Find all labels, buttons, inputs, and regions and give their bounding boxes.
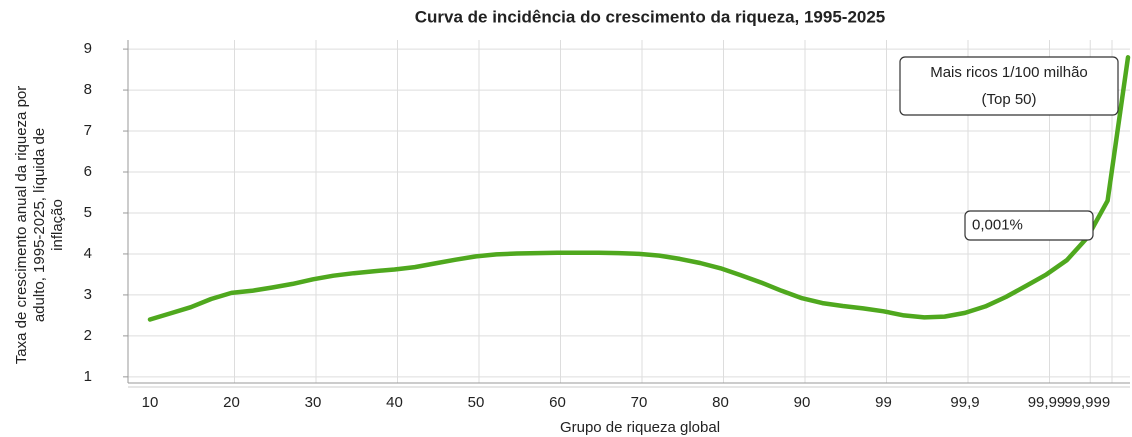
y-tick-label: 4 [84,245,92,262]
chart-title: Curva de incidência do crescimento da ri… [415,7,886,26]
x-tick-label: 80 [712,394,729,411]
y-axis-title-line: Taxa de crescimento anual da riqueza por [13,86,30,365]
annotation-box [899,56,1119,116]
y-tick-label: 6 [84,163,92,180]
y-tick-label: 8 [84,81,92,98]
y-tick-label: 3 [84,286,92,303]
x-tick-label: 99 [875,394,892,411]
data-line [147,55,1131,322]
x-tick-label: 70 [631,394,648,411]
y-axis-title-line: inflação [49,199,66,251]
x-tick-label: 90 [794,394,811,411]
x-tick-label: 20 [223,394,240,411]
x-tick-label: 50 [468,394,485,411]
x-tick-label: 99,99 [1028,394,1066,411]
y-tick-label: 1 [84,368,92,385]
y-tick-label: 9 [84,40,92,57]
annotation-box [964,210,1094,241]
x-tick-label: 30 [305,394,322,411]
annotation-text: 0,001% [972,216,1023,233]
x-axis-title: Grupo de riqueza global [560,419,720,436]
x-tick-label: 60 [549,394,566,411]
y-tick-label: 7 [84,122,92,139]
y-axis-title-line: adulto, 1995-2025, líquida de [31,128,48,322]
annotation-text: (Top 50) [981,91,1036,108]
x-tick-label: 40 [386,394,403,411]
annotation-text: Mais ricos 1/100 milhão [930,64,1088,81]
x-tick-label: 10 [142,394,159,411]
y-tick-label: 5 [84,204,92,221]
y-axis-title: Taxa de crescimento anual da riqueza por… [13,86,66,365]
x-tick-label: 99,999 [1064,394,1110,411]
x-tick-label: 99,9 [950,394,979,411]
y-tick-label: 2 [84,327,92,344]
